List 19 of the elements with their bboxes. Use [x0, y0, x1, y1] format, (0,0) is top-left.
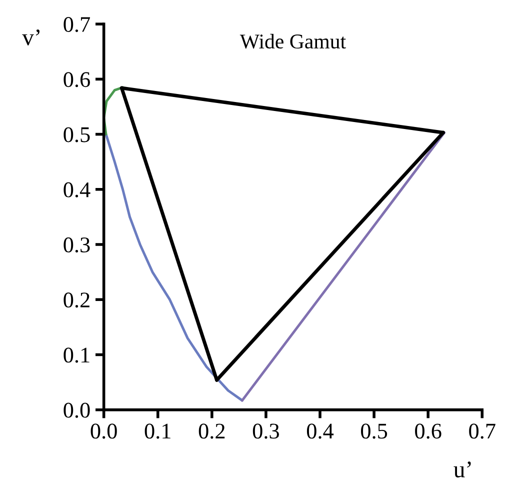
y-tick-label: 0.5: [64, 127, 90, 142]
x-tick-label: 0.1: [144, 424, 170, 439]
x-tick-label: 0.2: [198, 424, 225, 439]
y-tick-label: 0.6: [64, 72, 90, 88]
x-tick-label: 0.7: [469, 424, 496, 439]
y-tick-label: 0.4: [64, 182, 90, 198]
y-tick-label: 0.0: [64, 402, 90, 418]
chart-title: Wide Gamut: [240, 34, 346, 49]
x-tick-label: 0.6: [415, 424, 442, 439]
x-tick-label: 0.3: [252, 424, 279, 439]
y-axis-title: v’: [22, 29, 40, 46]
x-tick-label: 0.5: [361, 424, 388, 439]
x-tick-label: 0.4: [306, 424, 334, 439]
y-tick-label: 0.3: [64, 237, 90, 253]
y-tick-label: 0.2: [64, 292, 90, 308]
x-axis-title: u’: [454, 462, 471, 478]
y-tick-label: 0.7: [64, 16, 90, 32]
x-tick-label: 0.0: [90, 424, 117, 439]
y-tick-label: 0.1: [64, 348, 90, 363]
